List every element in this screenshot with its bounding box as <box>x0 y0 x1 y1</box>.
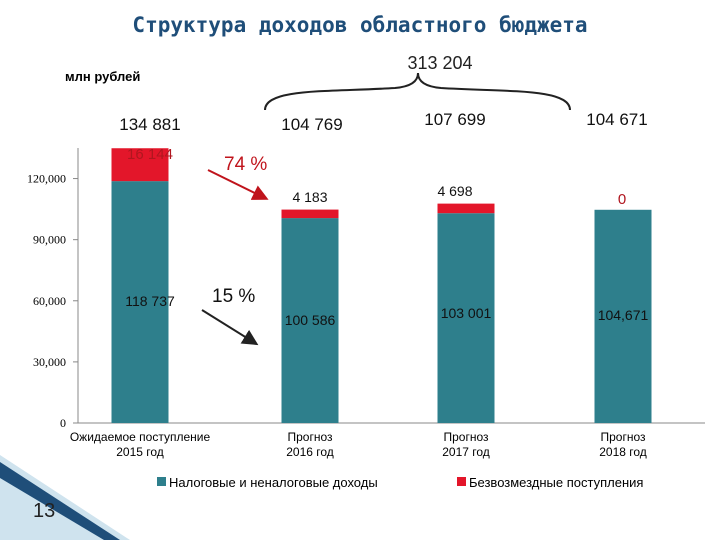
grant-growth-label: 74 % <box>224 154 267 175</box>
legend-swatch-grants <box>457 477 466 486</box>
legend-swatch-tax <box>157 477 166 486</box>
grants-value-label: 4 698 <box>437 183 472 199</box>
bar-tax <box>437 213 495 423</box>
tax-growth-label: 15 % <box>212 286 255 307</box>
x-tick-label: Прогноз <box>443 430 489 444</box>
legend-label-tax: Налоговые и неналоговые доходы <box>169 475 378 490</box>
legend-label-grants: Безвозмездные поступления <box>469 475 643 490</box>
unit-label: млн рублей <box>65 69 140 84</box>
total-label: 134 881 <box>119 115 180 134</box>
bar-tax <box>594 209 652 423</box>
bar-tax <box>111 181 169 423</box>
y-tick-label: 30,000 <box>33 355 66 369</box>
page-number: 13 <box>33 500 55 522</box>
x-tick-label: Прогноз <box>287 430 333 444</box>
corner-stripe <box>0 462 120 540</box>
bar-grants <box>111 148 169 182</box>
y-tick-label: 0 <box>60 416 66 430</box>
y-tick-label: 120,000 <box>27 172 66 186</box>
total-label: 104 769 <box>281 115 342 134</box>
grand-total: 313 204 <box>407 53 472 73</box>
grants-value-label: 4 183 <box>292 189 327 205</box>
bar-tax <box>281 218 339 423</box>
grant-arrow <box>207 169 269 200</box>
grants-value-label: 0 <box>618 191 626 208</box>
y-tick-label: 60,000 <box>33 294 66 308</box>
x-tick-label: 2017 год <box>442 445 490 459</box>
x-tick-label: 2015 год <box>116 445 164 459</box>
grants-value-label: 16 144 <box>127 146 173 163</box>
tax-value-label: 118 737 <box>125 293 175 309</box>
corner-decoration <box>0 455 130 540</box>
y-tick-label: 90,000 <box>33 233 66 247</box>
total-brace <box>264 72 571 111</box>
x-tick-label: Ожидаемое поступление <box>70 430 211 444</box>
bar-grants <box>437 203 495 214</box>
tax-value-label: 100 586 <box>285 312 336 328</box>
x-tick-label: 2018 год <box>599 445 647 459</box>
total-label: 104 671 <box>586 110 647 129</box>
bar-grants <box>281 209 339 219</box>
tax-value-label: 103 001 <box>441 305 492 321</box>
page-title: Структура доходов областного бюджета <box>132 13 587 37</box>
x-tick-label: Прогноз <box>600 430 646 444</box>
tax-value-label: 104,671 <box>598 307 649 323</box>
x-tick-label: 2016 год <box>286 445 334 459</box>
tax-arrow <box>201 309 259 346</box>
total-label: 107 699 <box>424 110 485 129</box>
